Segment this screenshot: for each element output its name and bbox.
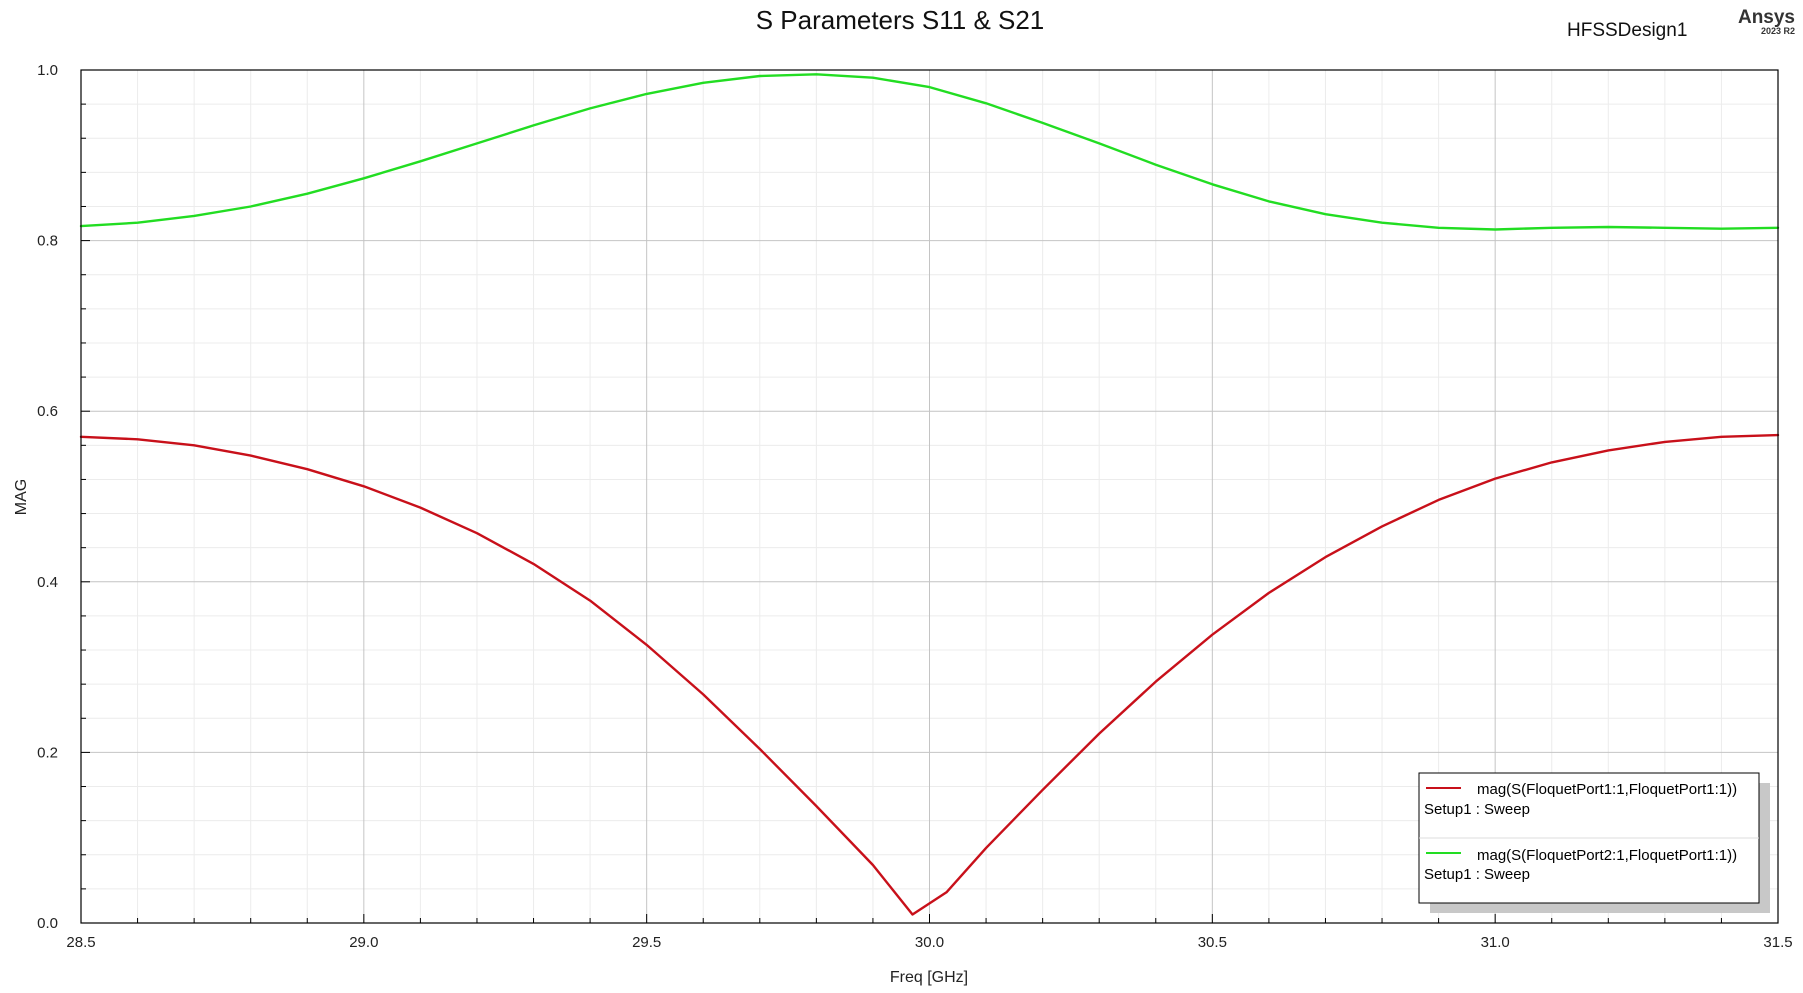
tick-labels: 28.5 29.0 29.5 30.0 30.5 31.0 31.5 0.0 0.2 0.4 0.6… [37,62,1792,951]
legend-setup-s11: Setup1 : Sweep [1424,801,1530,818]
y-tick-label: 0.4 [37,574,58,591]
y-axis-label: MAG [13,479,30,515]
legend-setup-s21: Setup1 : Sweep [1424,866,1530,883]
series-line-s11 [79,433,1780,916]
x-tick-label: 30.0 [915,934,944,951]
x-tick-label: 29.0 [349,934,378,951]
x-tick-label: 31.0 [1481,934,1510,951]
x-tick-label: 31.5 [1763,934,1792,951]
y-tick-label: 0.8 [37,233,58,250]
x-tick-label: 30.5 [1198,934,1227,951]
legend[interactable]: mag(S(FloquetPort1:1,FloquetPort1:1)) Se… [1418,772,1770,913]
x-tick-label: 29.5 [632,934,661,951]
legend-label-s11: mag(S(FloquetPort1:1,FloquetPort1:1)) [1477,781,1737,798]
chart-title: S Parameters S11 & S21 [756,5,1045,35]
x-axis-label: Freq [GHz] [890,969,968,986]
axis-ticks [80,69,1779,924]
legend-label-s21: mag(S(FloquetPort2:1,FloquetPort1:1)) [1477,847,1737,864]
series-line-s21 [79,73,1780,231]
brand-logo: Ansys [1738,7,1795,28]
x-tick-label: 28.5 [66,934,95,951]
y-tick-label: 0.2 [37,744,58,761]
design-name: HFSSDesign1 [1567,20,1687,41]
y-tick-label: 1.0 [37,62,58,79]
y-tick-label: 0.0 [37,915,58,932]
brand-version: 2023 R2 [1761,26,1795,36]
plot-frame [80,69,1779,924]
y-tick-label: 0.6 [37,403,58,420]
series-layer [79,73,1780,916]
